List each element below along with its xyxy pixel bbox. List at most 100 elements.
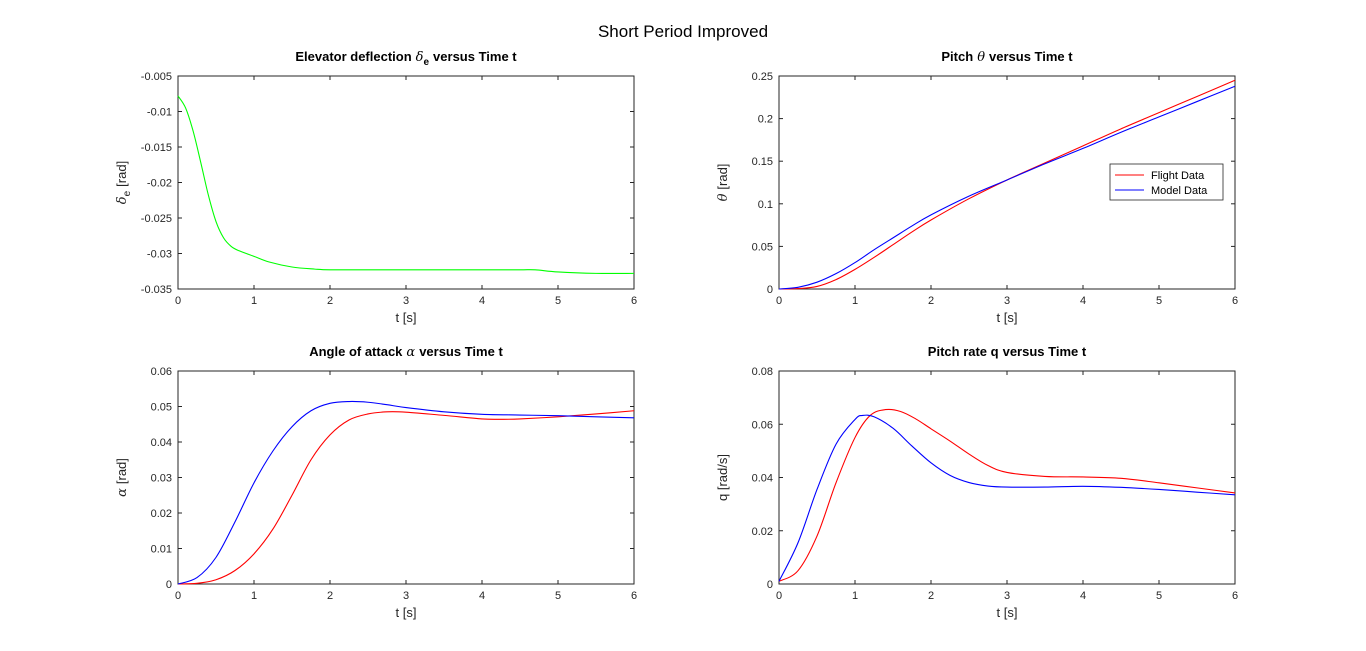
legend: Flight Data Model Data xyxy=(1109,163,1224,201)
model-data-line xyxy=(778,414,1236,582)
y-tick-label: 0.04 xyxy=(151,437,172,449)
title-text: Pitch rate q xyxy=(928,344,999,359)
y-tick-label: 0.02 xyxy=(151,508,172,520)
x-tick-label: 5 xyxy=(555,295,561,307)
title-subscript: e xyxy=(423,57,429,68)
y-label-subscript: e xyxy=(122,190,133,196)
x-axis-label: t [s] xyxy=(396,605,417,620)
x-tick-label: 2 xyxy=(928,295,934,307)
y-tick-label: 0.02 xyxy=(752,526,773,538)
y-label-symbol: δ xyxy=(115,196,130,204)
title-text: Elevator deflection xyxy=(295,49,411,64)
legend-label: Model Data xyxy=(1151,185,1208,197)
x-tick-label: 3 xyxy=(403,590,409,602)
x-tick-label: 3 xyxy=(1004,295,1010,307)
y-tick-label: 0.2 xyxy=(758,114,773,126)
y-label-rest: [rad] xyxy=(715,164,730,190)
y-axis-label: q [rad/s] xyxy=(715,454,730,501)
y-tick-label: -0.01 xyxy=(147,107,172,119)
y-tick-label: 0.1 xyxy=(758,199,773,211)
y-tick-label: 0.01 xyxy=(151,544,172,556)
y-label-symbol: θ xyxy=(716,193,731,201)
x-tick-label: 5 xyxy=(1156,590,1162,602)
y-tick-label: 0.05 xyxy=(752,241,773,253)
x-tick-label: 3 xyxy=(403,295,409,307)
figure-title: Short Period Improved xyxy=(598,22,768,41)
y-tick-label: -0.035 xyxy=(141,284,172,296)
subplots: 0 1 2 3 4 5 6-0.035-0.03-0.025-0.02-0.015-0.01… xyxy=(114,49,1238,620)
title-rest: versus Time t xyxy=(989,49,1073,64)
y-label-symbol: α xyxy=(115,488,130,497)
x-tick-label: 4 xyxy=(1080,295,1086,307)
model-data-line xyxy=(177,400,635,585)
flight-data-line xyxy=(778,408,1236,582)
x-tick-label: 6 xyxy=(1232,295,1238,307)
x-tick-label: 0 xyxy=(175,590,181,602)
x-tick-label: 4 xyxy=(1080,590,1086,602)
x-axis-label: t [s] xyxy=(997,605,1018,620)
x-axis-label: t [s] xyxy=(997,310,1018,325)
subplot-title: Elevator deflection δe versus Time t xyxy=(295,49,517,68)
title-symbol: α xyxy=(406,345,415,360)
x-tick-label: 6 xyxy=(631,295,637,307)
y-tick-label: 0.08 xyxy=(752,366,773,378)
y-tick-label: -0.03 xyxy=(147,249,172,261)
y-tick-label: 0 xyxy=(166,579,172,591)
y-tick-label: 0.06 xyxy=(752,419,773,431)
subplot-title: Angle of attack α versus Time t xyxy=(309,344,503,360)
x-tick-label: 0 xyxy=(776,590,782,602)
y-label-rest: [rad] xyxy=(114,161,129,187)
y-tick-label: 0.04 xyxy=(752,473,773,485)
axes-box xyxy=(177,75,635,290)
model-data-line xyxy=(778,85,1236,290)
x-tick-label: 1 xyxy=(852,295,858,307)
title-rest: versus Time t xyxy=(433,49,517,64)
title-rest: versus Time t xyxy=(1003,344,1087,359)
y-tick-label: 0.25 xyxy=(752,71,773,83)
y-tick-label: 0.03 xyxy=(151,473,172,485)
x-tick-label: 4 xyxy=(479,295,485,307)
x-tick-label: 3 xyxy=(1004,590,1010,602)
x-tick-label: 1 xyxy=(251,590,257,602)
y-label-rest: q [rad/s] xyxy=(715,454,730,501)
subplot-title: Pitch rate q versus Time t xyxy=(928,344,1087,359)
y-label-rest: [rad] xyxy=(114,458,129,484)
y-tick-label: -0.025 xyxy=(141,213,172,225)
x-tick-label: 0 xyxy=(776,295,782,307)
title-text: Pitch xyxy=(941,49,973,64)
x-tick-label: 5 xyxy=(1156,295,1162,307)
subplot-title: Pitch θ versus Time t xyxy=(941,49,1073,65)
title-symbol: θ xyxy=(977,50,985,65)
x-tick-label: 6 xyxy=(631,590,637,602)
y-axis-label: δe [rad] xyxy=(114,161,133,204)
title-text: Angle of attack xyxy=(309,344,403,359)
alpha-subplot: 0 1 2 3 4 5 6 0 0.01 0.02 0.03 0.04 0.05 0.06 Angle of… xyxy=(114,344,637,620)
elevator-subplot: 0 1 2 3 4 5 6 -0.035 -0.03 -0.025 -0.02 -0.015 -0.01… xyxy=(114,49,637,325)
flight-data-line xyxy=(778,79,1236,290)
x-tick-label: 6 xyxy=(1232,590,1238,602)
x-tick-label: 2 xyxy=(327,295,333,307)
x-tick-label: 5 xyxy=(555,590,561,602)
flight-data-line xyxy=(177,410,635,585)
y-tick-label: -0.02 xyxy=(147,178,172,190)
y-tick-label: 0.05 xyxy=(151,402,172,414)
x-axis-label: t [s] xyxy=(396,310,417,325)
x-tick-label: 2 xyxy=(928,590,934,602)
axes-box xyxy=(177,370,635,585)
y-axis-label: α [rad] xyxy=(114,458,130,497)
x-tick-label: 1 xyxy=(852,590,858,602)
axes-box xyxy=(778,370,1236,585)
elevator-deflection-line xyxy=(177,95,635,275)
x-tick-label: 2 xyxy=(327,590,333,602)
legend-box xyxy=(1109,163,1224,201)
x-tick-label: 4 xyxy=(479,590,485,602)
y-tick-label: 0.06 xyxy=(151,366,172,378)
y-tick-label: 0.15 xyxy=(752,156,773,168)
x-tick-label: 0 xyxy=(175,295,181,307)
title-rest: versus Time t xyxy=(419,344,503,359)
y-tick-label: -0.015 xyxy=(141,142,172,154)
legend-label: Flight Data xyxy=(1151,170,1205,182)
y-axis-label: θ [rad] xyxy=(715,164,731,202)
